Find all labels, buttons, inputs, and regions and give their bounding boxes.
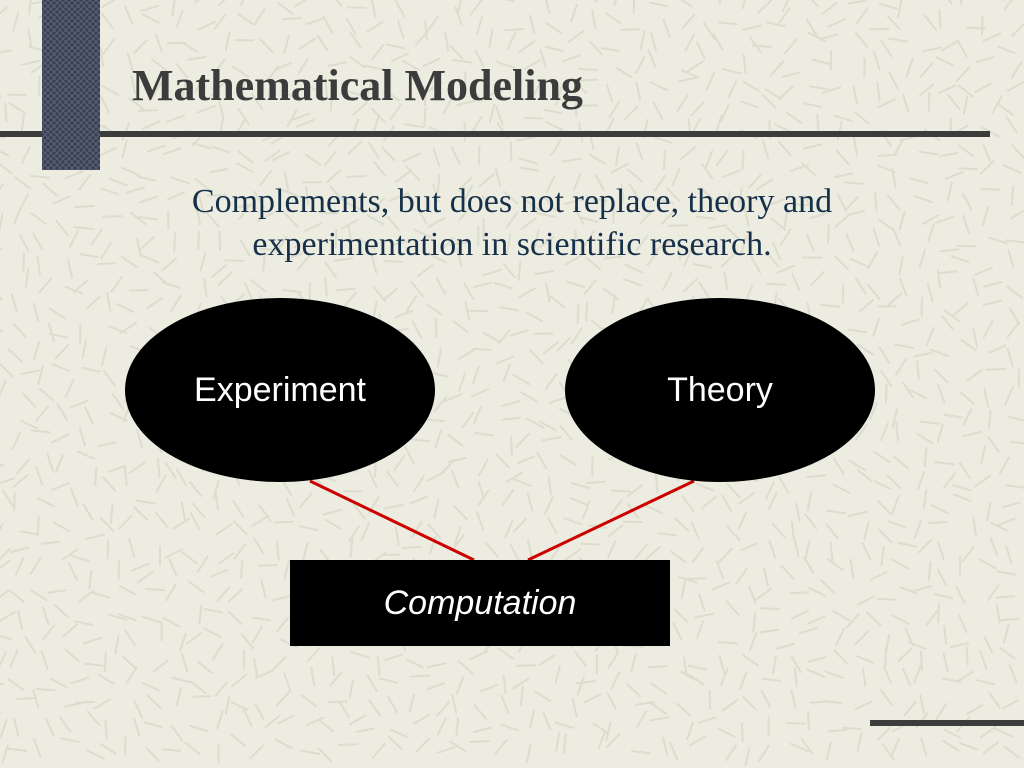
node-theory-label: Theory (667, 371, 773, 410)
slide: Mathematical Modeling Complements, but d… (0, 0, 1024, 768)
slide-title: Mathematical Modeling (132, 60, 583, 111)
horizontal-rule-bottom (870, 720, 1024, 726)
node-computation: Computation (290, 560, 670, 646)
node-experiment-label: Experiment (194, 371, 366, 410)
node-experiment: Experiment (125, 298, 435, 482)
accent-vertical-box (42, 0, 100, 170)
slide-subtitle: Complements, but does not replace, theor… (102, 181, 922, 266)
node-computation-label: Computation (384, 584, 577, 623)
horizontal-rule-top (0, 131, 990, 137)
node-theory: Theory (565, 298, 875, 482)
